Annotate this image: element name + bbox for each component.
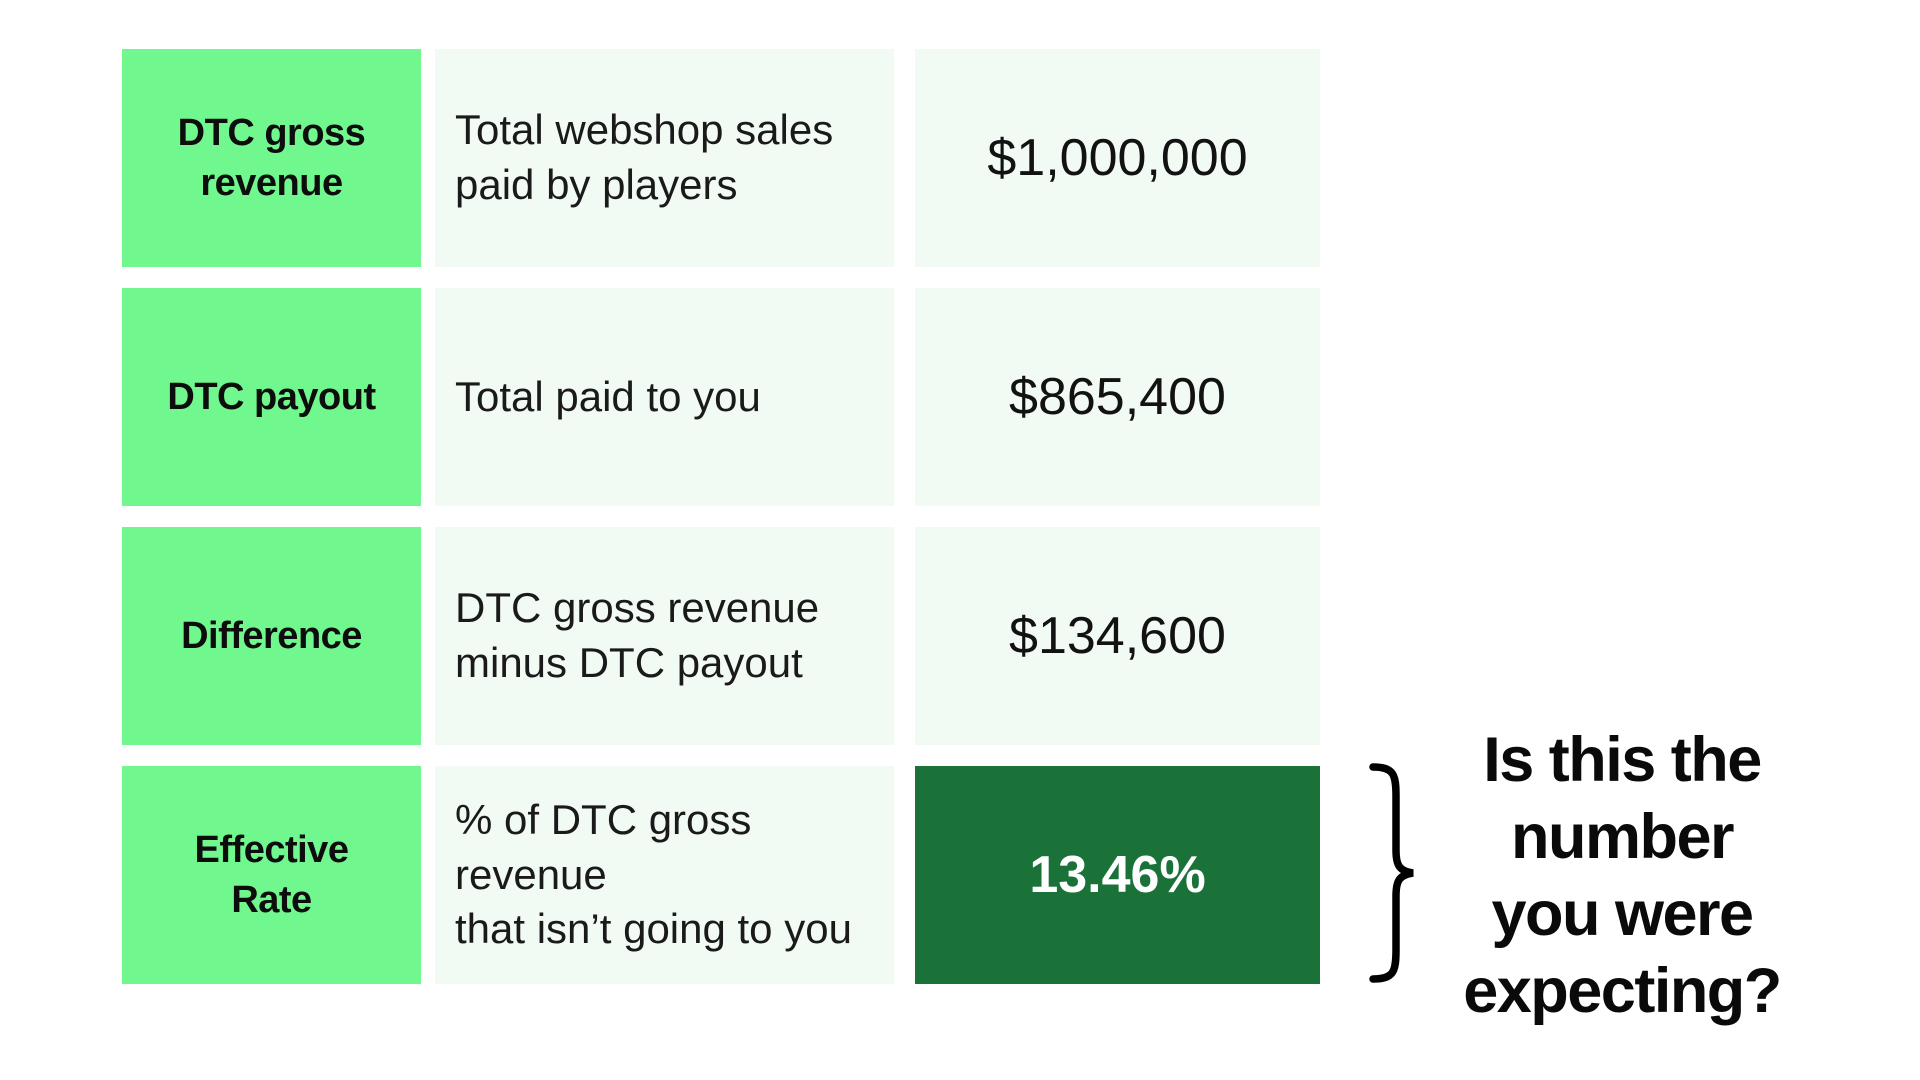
row-value-dtc-gross-revenue: $1,000,000	[915, 49, 1320, 267]
dtc-revenue-table: DTC gross revenue Total webshop sales pa…	[122, 49, 1320, 984]
row-value-effective-rate-highlighted: 13.46%	[915, 766, 1320, 984]
row-label-dtc-gross-revenue: DTC gross revenue	[122, 49, 421, 267]
row-description-dtc-gross-revenue: Total webshop sales paid by players	[435, 49, 894, 267]
row-label-effective-rate: Effective Rate	[122, 766, 421, 984]
row-label-dtc-payout: DTC payout	[122, 288, 421, 506]
row-value-difference: $134,600	[915, 527, 1320, 745]
row-value-dtc-payout: $865,400	[915, 288, 1320, 506]
row-description-difference: DTC gross revenue minus DTC payout	[435, 527, 894, 745]
annotation-text: Is this the number you were expecting?	[1463, 725, 1782, 1026]
row-description-effective-rate: % of DTC gross revenue that isn’t going …	[435, 766, 894, 984]
curly-brace-icon	[1369, 763, 1414, 983]
row-label-difference: Difference	[122, 527, 421, 745]
row-description-dtc-payout: Total paid to you	[435, 288, 894, 506]
